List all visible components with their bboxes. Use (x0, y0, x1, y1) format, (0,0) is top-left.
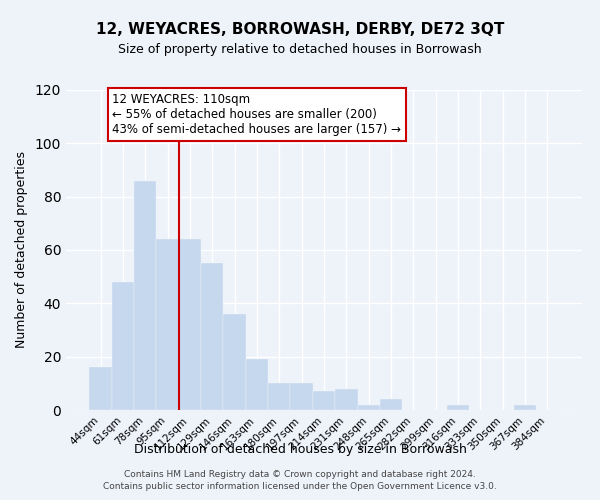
Text: Contains public sector information licensed under the Open Government Licence v3: Contains public sector information licen… (103, 482, 497, 491)
Bar (358, 404, 380, 410)
Bar (335, 388, 358, 410)
Bar (157, 240, 179, 410)
Bar (447, 404, 469, 410)
Bar (313, 392, 335, 410)
Bar (380, 400, 402, 410)
Text: 12, WEYACRES, BORROWASH, DERBY, DE72 3QT: 12, WEYACRES, BORROWASH, DERBY, DE72 3QT (96, 22, 504, 38)
Text: Size of property relative to detached houses in Borrowash: Size of property relative to detached ho… (118, 42, 482, 56)
Bar (223, 314, 246, 410)
Bar (112, 282, 134, 410)
Bar (89, 368, 112, 410)
Bar (514, 404, 536, 410)
Bar (290, 384, 313, 410)
Bar (179, 240, 201, 410)
Text: Distribution of detached houses by size in Borrowash: Distribution of detached houses by size … (134, 444, 466, 456)
Text: 12 WEYACRES: 110sqm
← 55% of detached houses are smaller (200)
43% of semi-detac: 12 WEYACRES: 110sqm ← 55% of detached ho… (112, 93, 401, 136)
Bar (268, 384, 290, 410)
Y-axis label: Number of detached properties: Number of detached properties (15, 152, 28, 348)
Bar (201, 264, 223, 410)
Text: Contains HM Land Registry data © Crown copyright and database right 2024.: Contains HM Land Registry data © Crown c… (124, 470, 476, 479)
Bar (134, 180, 157, 410)
Bar (246, 360, 268, 410)
